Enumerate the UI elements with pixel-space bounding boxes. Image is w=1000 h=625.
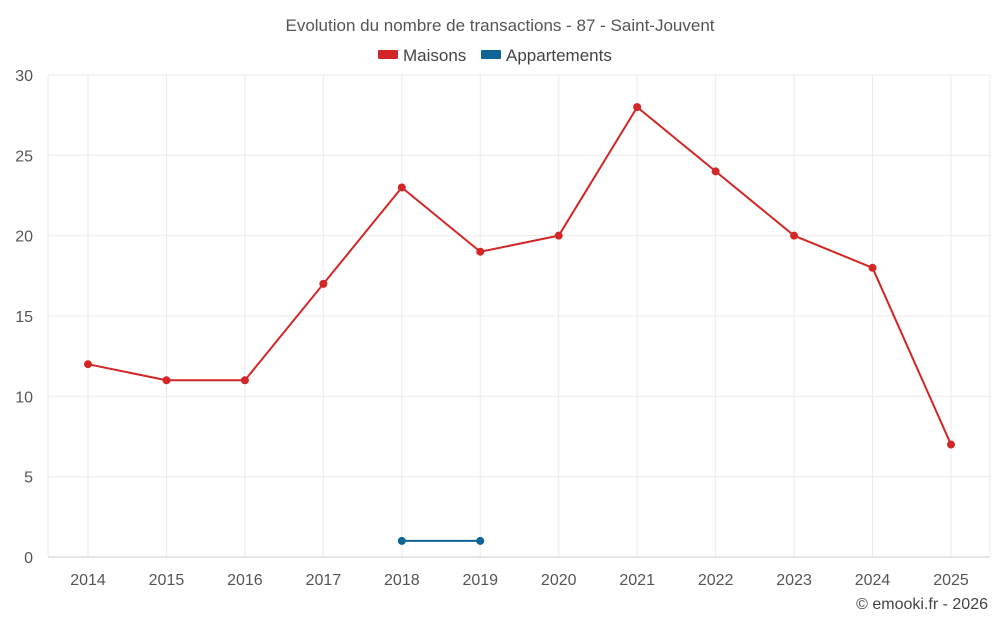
x-tick-label: 2015 xyxy=(149,572,185,589)
data-point-appartements[interactable] xyxy=(476,536,485,545)
y-tick-label: 25 xyxy=(15,148,33,165)
legend-swatch-appartements[interactable] xyxy=(481,50,501,59)
x-tick-label: 2023 xyxy=(776,572,812,589)
series xyxy=(84,103,955,545)
data-point-maisons[interactable] xyxy=(319,279,328,288)
data-point-maisons[interactable] xyxy=(476,247,485,256)
data-point-maisons[interactable] xyxy=(711,167,720,176)
x-tick-label: 2020 xyxy=(541,572,577,589)
x-tick-label: 2017 xyxy=(306,572,342,589)
data-point-maisons[interactable] xyxy=(554,231,563,240)
legend-label-appartements[interactable]: Appartements xyxy=(506,46,612,65)
x-tick-label: 2018 xyxy=(384,572,420,589)
y-tick-label: 30 xyxy=(15,68,33,85)
grid xyxy=(47,74,991,557)
credit-text: © emooki.fr - 2026 xyxy=(856,596,988,613)
data-point-appartements[interactable] xyxy=(397,536,406,545)
y-tick-label: 0 xyxy=(24,550,33,567)
legend-swatch-maisons[interactable] xyxy=(378,50,398,59)
data-point-maisons[interactable] xyxy=(240,376,249,385)
x-tick-label: 2022 xyxy=(698,572,734,589)
x-tick-label: 2019 xyxy=(462,572,498,589)
data-point-maisons[interactable] xyxy=(84,360,92,369)
series-appartements xyxy=(397,536,485,545)
x-tick-label: 2024 xyxy=(855,572,891,589)
chart-title: Evolution du nombre de transactions - 87… xyxy=(285,16,714,35)
y-tick-label: 15 xyxy=(15,309,33,326)
data-point-maisons[interactable] xyxy=(947,440,955,449)
y-tick-label: 10 xyxy=(15,389,33,406)
data-point-maisons[interactable] xyxy=(868,263,877,272)
series-line-maisons xyxy=(87,106,952,445)
data-point-maisons[interactable] xyxy=(790,231,799,240)
legend-label-maisons[interactable]: Maisons xyxy=(403,46,466,65)
data-point-maisons[interactable] xyxy=(397,183,406,192)
legend[interactable]: Maisons Appartements xyxy=(378,46,612,65)
data-point-maisons[interactable] xyxy=(162,376,171,385)
x-tick-label: 2025 xyxy=(933,572,969,589)
x-tick-label: 2021 xyxy=(619,572,655,589)
data-point-maisons[interactable] xyxy=(633,103,642,112)
x-tick-label: 2014 xyxy=(70,572,106,589)
x-tick-label: 2016 xyxy=(227,572,263,589)
series-maisons xyxy=(84,103,955,449)
y-tick-label: 20 xyxy=(15,229,33,246)
y-tick-label: 5 xyxy=(24,470,33,487)
